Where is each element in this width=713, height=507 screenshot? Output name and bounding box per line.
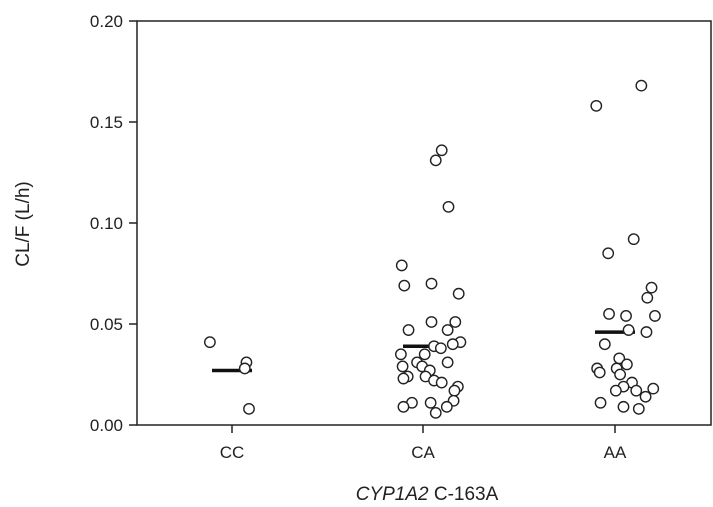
data-point (609, 384, 622, 397)
data-point (594, 396, 607, 409)
data-point (449, 316, 462, 328)
data-point (641, 291, 654, 304)
data-point (640, 326, 653, 338)
data-point (602, 247, 615, 260)
y-tick-label: 0.05 (90, 315, 123, 334)
data-point (398, 279, 411, 292)
data-points (203, 79, 661, 419)
data-point (440, 400, 453, 413)
data-point (429, 154, 442, 167)
data-point (243, 402, 255, 415)
data-point (238, 362, 251, 375)
y-tick-label: 0.10 (90, 214, 123, 233)
data-point (429, 406, 442, 419)
data-point (620, 310, 632, 322)
y-tick-label: 0.15 (90, 113, 123, 132)
data-point (647, 382, 660, 395)
data-point (442, 200, 455, 213)
data-point (402, 324, 415, 336)
data-point (394, 348, 407, 361)
data-point (397, 400, 410, 413)
data-point (639, 390, 652, 403)
data-point (441, 324, 454, 336)
data-point (627, 233, 640, 246)
data-point (435, 376, 448, 389)
data-point (448, 384, 461, 397)
x-axis-label: CYP1A2 C-163A (356, 484, 499, 505)
data-point (452, 287, 465, 300)
data-point (435, 144, 448, 157)
ticks: 0.00 0.05 0.10 0.15 0.20 CC CA AA (90, 12, 627, 462)
data-point (649, 310, 661, 322)
data-point (424, 396, 437, 409)
data-point (593, 366, 606, 379)
data-point (590, 99, 603, 112)
data-point (617, 400, 630, 413)
data-point (395, 259, 408, 272)
data-point (425, 316, 438, 328)
data-point (632, 402, 645, 415)
data-point (645, 281, 658, 294)
data-point (603, 307, 615, 320)
data-point (397, 372, 410, 385)
data-point (418, 348, 431, 361)
data-point (614, 368, 626, 381)
data-point (621, 358, 633, 371)
data-point (598, 338, 611, 351)
data-point (396, 360, 409, 373)
data-point (434, 342, 447, 355)
y-tick-label: 0.20 (90, 12, 123, 31)
data-point (622, 324, 635, 336)
data-point (441, 356, 454, 369)
data-point (630, 384, 643, 397)
data-point (203, 336, 216, 349)
data-point (425, 277, 438, 290)
x-axis-label-gene: CYP1A2 (356, 484, 429, 505)
y-axis-label: CL/F (L/h) (13, 181, 34, 267)
x-tick-label: CA (411, 443, 435, 462)
y-tick-label: 0.00 (90, 416, 123, 435)
x-axis-label-variant: C-163A (429, 484, 499, 505)
x-tick-label: AA (604, 443, 627, 462)
data-point (635, 79, 648, 92)
data-point (446, 338, 459, 351)
x-tick-label: CC (220, 443, 245, 462)
